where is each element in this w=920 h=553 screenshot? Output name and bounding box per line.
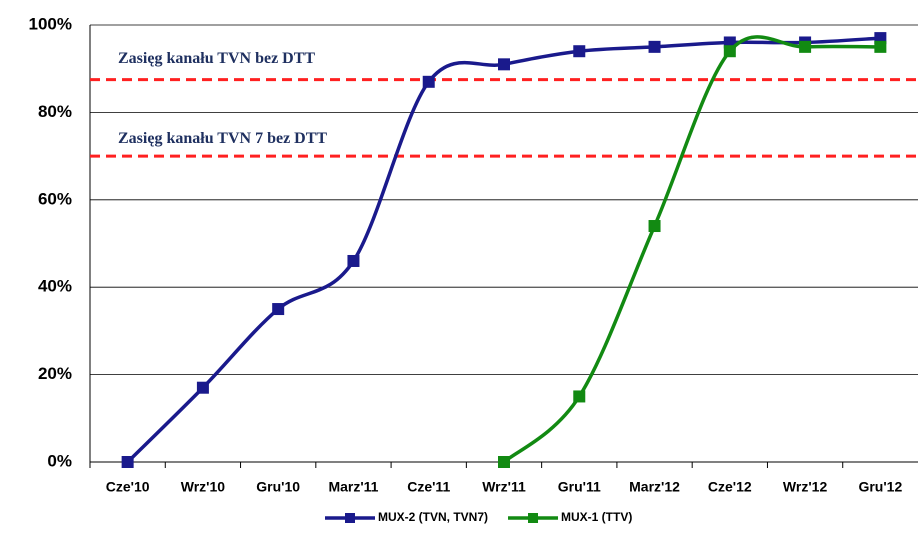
legend-label: MUX-1 (TTV) [561, 510, 632, 524]
legend-item: MUX-1 (TTV) [508, 510, 632, 524]
x-tick-label: Cze'12 [708, 479, 752, 495]
marker [121, 456, 134, 468]
x-tick-label: Gru'12 [858, 479, 902, 495]
marker [648, 40, 661, 53]
x-tick-label: Marz'11 [328, 479, 378, 495]
y-tick-label: 100% [29, 14, 72, 33]
y-tick-label: 80% [38, 102, 72, 121]
marker [874, 40, 887, 53]
y-tick-label: 60% [38, 189, 72, 208]
annotation: Zasięg kanału TVN bez DTT [118, 50, 316, 67]
annotation: Zasięg kanału TVN 7 bez DTT [118, 130, 328, 147]
series-line [502, 35, 881, 464]
x-tick-label: Wrz'12 [783, 479, 828, 495]
legend-item: MUX-2 (TVN, TVN7) [325, 510, 488, 524]
marker [347, 254, 360, 267]
marker [573, 390, 586, 403]
legend-marker [528, 513, 539, 523]
marker [422, 75, 435, 88]
x-tick-label: Wrz'11 [482, 479, 526, 495]
x-tick-label: Gru'11 [558, 479, 601, 495]
marker [723, 45, 736, 58]
x-tick-label: Gru'10 [256, 479, 300, 495]
marker [799, 40, 812, 53]
legend-label: MUX-2 (TVN, TVN7) [378, 510, 488, 524]
x-tick-label: Cze'11 [407, 479, 450, 495]
x-tick-label: Wrz'10 [181, 479, 226, 495]
series-line [126, 36, 881, 464]
x-tick-label: Cze'10 [106, 479, 150, 495]
y-tick-label: 40% [38, 277, 72, 296]
y-tick-label: 0% [47, 451, 72, 470]
legend-marker [345, 513, 355, 523]
x-tick-label: Marz'12 [629, 479, 680, 495]
marker [573, 45, 586, 58]
marker [196, 381, 209, 394]
y-tick-label: 20% [38, 364, 72, 383]
marker [498, 58, 510, 71]
marker [272, 303, 285, 316]
marker [498, 456, 510, 468]
marker [648, 220, 661, 233]
